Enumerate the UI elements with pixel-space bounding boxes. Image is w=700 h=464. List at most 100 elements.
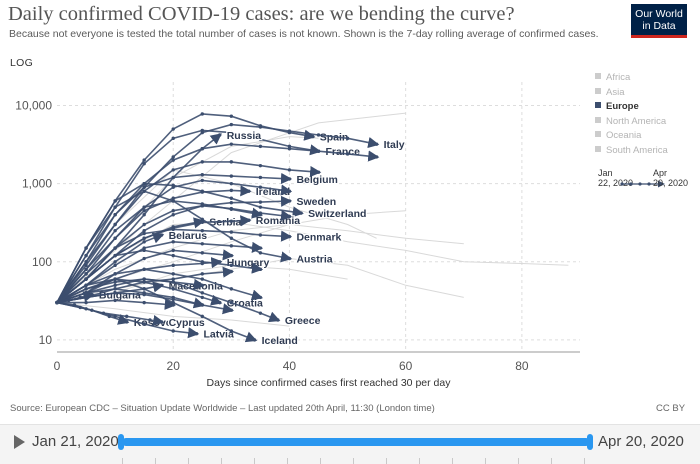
- data-point: [229, 253, 234, 258]
- data-point: [142, 205, 146, 209]
- series-label-denmark: Denmark: [296, 232, 341, 244]
- data-point: [171, 185, 175, 189]
- data-point: [84, 277, 88, 281]
- data-point: [374, 155, 379, 159]
- legend-item-asia[interactable]: Asia: [595, 86, 668, 101]
- data-point: [287, 177, 292, 181]
- scale-toggle[interactable]: LOG: [10, 57, 34, 69]
- data-point: [229, 269, 234, 274]
- timeline-slider-track[interactable]: [122, 438, 590, 446]
- series-label-russia: Russia: [227, 130, 262, 142]
- data-point: [258, 125, 263, 129]
- data-point: [142, 277, 146, 281]
- series-label-france: France: [326, 146, 361, 158]
- series-label-cyprus: Cyprus: [169, 317, 205, 329]
- data-point: [84, 300, 88, 305]
- timeline-tick: [320, 458, 321, 464]
- timeline-tick: [452, 458, 453, 464]
- data-point: [142, 322, 146, 326]
- timeline-ticks: [122, 458, 592, 464]
- owid-logo[interactable]: Our World in Data: [631, 4, 687, 38]
- timeline-start-date: Jan 21, 2020: [32, 433, 119, 450]
- data-point: [171, 240, 175, 244]
- data-point: [84, 287, 88, 291]
- data-point: [229, 130, 234, 135]
- data-point: [229, 122, 234, 127]
- data-point: [200, 128, 204, 133]
- data-point: [142, 228, 146, 233]
- series-line: [56, 268, 264, 304]
- timeline-tick: [584, 458, 585, 464]
- series-label-bulgaria: Bulgaria: [99, 290, 141, 302]
- timeline-start-handle[interactable]: [118, 434, 124, 450]
- license-link[interactable]: CC BY: [656, 403, 686, 414]
- data-point: [258, 311, 263, 315]
- data-point: [194, 332, 199, 336]
- series-label-sweden: Sweden: [296, 196, 336, 208]
- data-point: [200, 202, 204, 206]
- data-point: [142, 280, 146, 284]
- series-label-belgium: Belgium: [296, 174, 337, 186]
- data-point: [200, 303, 204, 307]
- data-point: [218, 133, 222, 137]
- data-point: [258, 295, 263, 300]
- data-point: [84, 272, 88, 276]
- data-point: [84, 260, 88, 264]
- x-tick-label: 0: [54, 359, 61, 373]
- data-point: [229, 219, 234, 223]
- data-point: [171, 158, 175, 162]
- legend-item-europe[interactable]: Europe: [595, 100, 668, 115]
- data-point: [171, 155, 175, 159]
- data-point: [374, 142, 379, 146]
- data-point: [247, 218, 251, 222]
- data-point: [84, 291, 88, 295]
- data-point: [171, 263, 175, 268]
- legend-label: Europe: [606, 101, 639, 112]
- data-point: [125, 320, 129, 324]
- data-point: [142, 158, 146, 162]
- data-point: [142, 181, 146, 186]
- data-point: [252, 338, 257, 342]
- y-tick-label: 1,000: [22, 177, 52, 191]
- data-point: [148, 318, 152, 322]
- timeline-end-handle[interactable]: [587, 434, 593, 450]
- data-point: [287, 189, 292, 193]
- timeline-tick: [518, 458, 519, 464]
- data-point: [142, 189, 146, 193]
- timeline-end-date: Apr 20, 2020: [598, 433, 684, 450]
- data-point: [171, 209, 175, 213]
- data-point: [159, 320, 164, 324]
- play-icon[interactable]: [14, 435, 25, 449]
- x-tick-label: 60: [399, 359, 413, 373]
- data-point: [229, 142, 234, 146]
- data-point: [258, 246, 263, 250]
- data-point: [142, 222, 146, 227]
- data-point: [345, 136, 350, 141]
- series-line-france: [56, 129, 322, 304]
- timeline-tick: [386, 458, 387, 464]
- source-note[interactable]: Source: European CDC – Situation Update …: [10, 403, 435, 414]
- data-point: [113, 277, 117, 281]
- data-point: [200, 112, 204, 116]
- data-point: [229, 201, 234, 205]
- data-point: [200, 160, 204, 164]
- data-point: [258, 175, 263, 180]
- legend-item-oceania[interactable]: Oceania: [595, 129, 668, 144]
- data-point: [142, 292, 146, 297]
- data-point: [316, 170, 321, 174]
- data-point: [171, 168, 175, 172]
- legend-item-north-america[interactable]: North America: [595, 115, 668, 130]
- data-point: [171, 196, 175, 200]
- x-axis-label: Days since confirmed cases first reached…: [207, 377, 452, 389]
- legend-item-south-america[interactable]: South America: [595, 144, 668, 159]
- data-point: [200, 228, 204, 233]
- time-legend-end: Apr 20, 2020: [652, 168, 688, 188]
- data-point: [171, 248, 175, 253]
- data-point: [159, 233, 164, 237]
- data-point: [142, 248, 146, 253]
- data-point: [113, 263, 117, 268]
- data-point: [287, 256, 292, 261]
- legend-item-africa[interactable]: Africa: [595, 71, 668, 86]
- data-point: [113, 291, 117, 295]
- data-point: [229, 188, 234, 193]
